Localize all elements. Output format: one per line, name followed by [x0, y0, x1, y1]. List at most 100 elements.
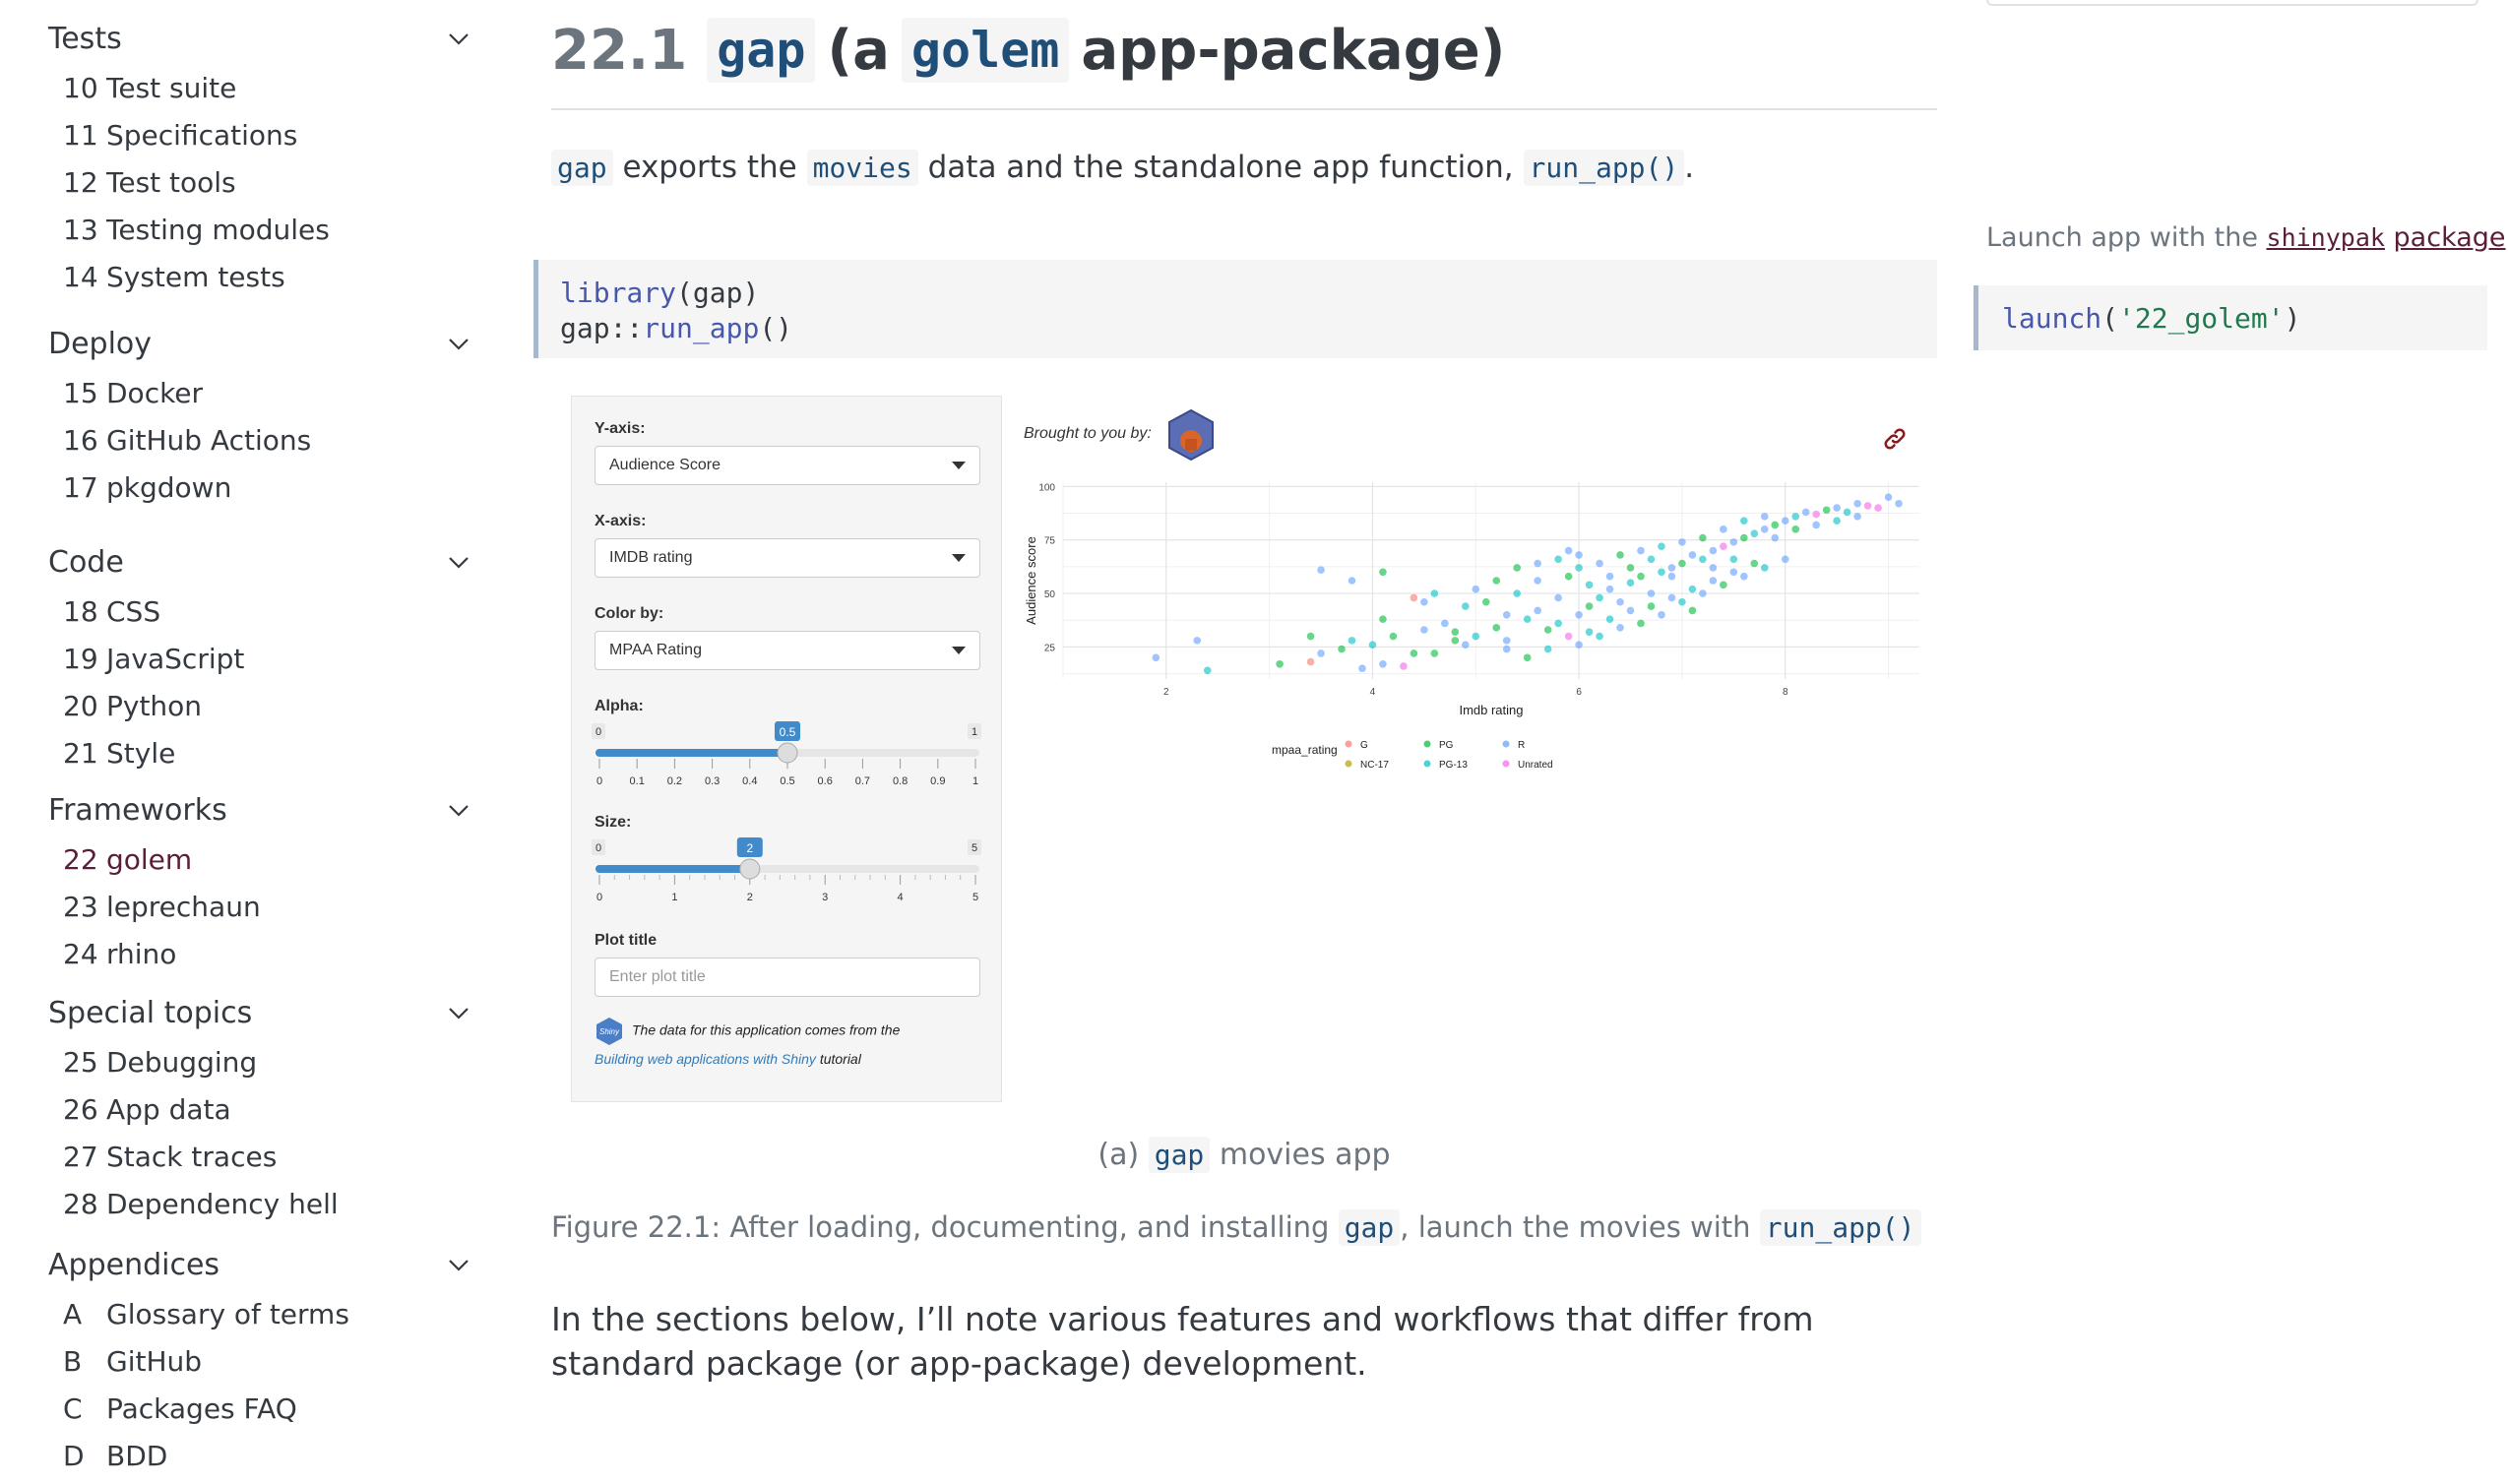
sidebar-item-specifications[interactable]: 11 Specifications [63, 112, 297, 157]
data-point [1658, 610, 1665, 619]
data-point [1781, 555, 1789, 564]
alpha-min-badge [592, 723, 605, 739]
chevron-down-icon[interactable] [446, 1000, 471, 1025]
data-point [1812, 521, 1820, 529]
sidebar-section-tests[interactable]: Tests [48, 14, 471, 63]
sidebar-item-bdd[interactable]: D BDD [63, 1433, 167, 1478]
chevron-down-icon[interactable] [446, 549, 471, 575]
sidebar-item-system-tests[interactable]: 14 System tests [63, 254, 285, 299]
package-link[interactable]: package [2393, 222, 2506, 253]
sidebar-item-docker[interactable]: 15 Docker [63, 370, 203, 415]
data-point [1575, 610, 1583, 619]
alpha-tick-label: 0.3 [705, 775, 720, 787]
alpha-handle[interactable] [777, 742, 798, 764]
data-point [1523, 615, 1532, 623]
sidebar-item-css[interactable]: 18 CSS [63, 588, 160, 634]
sidebar-item-github-actions[interactable]: 16 GitHub Actions [63, 417, 311, 463]
sidebar-item-stack-traces[interactable]: 27 Stack traces [63, 1134, 277, 1179]
alpha-fill [596, 749, 787, 757]
sidebar-item-github[interactable]: B GitHub [63, 1338, 202, 1384]
sidebar-item-python[interactable]: 20 Python [63, 683, 202, 728]
size-handle[interactable] [739, 858, 761, 880]
color-select[interactable]: MPAA Rating [595, 631, 980, 670]
data-point [1616, 624, 1624, 632]
subfigure-caption: (a) gap movies app [551, 1137, 1937, 1173]
sidebar-item-label: App data [106, 1092, 231, 1126]
sidebar-item-number: 25 [63, 1045, 98, 1079]
size-slider[interactable]: 0 5 2 0 1 2 3 4 5 [590, 835, 989, 904]
sidebar-item-pkgdown[interactable]: 17 pkgdown [63, 464, 231, 510]
sidebar-item-number: 10 [63, 71, 98, 104]
chevron-down-icon[interactable] [446, 331, 471, 356]
data-point [1895, 499, 1903, 508]
chevron-down-icon[interactable] [446, 26, 471, 51]
data-point [1534, 559, 1541, 568]
tutorial-link[interactable]: Building web applications with Shiny [595, 1051, 816, 1067]
sidebar-item-app-data[interactable]: 26 App data [63, 1086, 231, 1132]
data-point [1338, 645, 1346, 653]
sidebar-item-packages-faq[interactable]: C Packages FAQ [63, 1386, 297, 1431]
code-block[interactable]: library(gap) gap::run_app() [533, 260, 1937, 358]
x-tick-label: 6 [1576, 687, 1582, 698]
data-point [1575, 641, 1583, 649]
yaxis-select[interactable]: Audience Score [595, 446, 980, 485]
legend-swatch [1345, 740, 1352, 748]
sidebar-item-testing-modules[interactable]: 13 Testing modules [63, 207, 330, 252]
sidebar-section-appendices[interactable]: Appendices [48, 1240, 471, 1289]
legend-item-label: Unrated [1518, 760, 1553, 771]
inline-code: movies [806, 150, 918, 186]
sidebar-item-javascript[interactable]: 19 JavaScript [63, 636, 244, 681]
data-point [1451, 637, 1460, 645]
chevron-down-icon[interactable] [446, 797, 471, 823]
sidebar-item-glossary-of-terms[interactable]: A Glossary of terms [63, 1291, 349, 1336]
sidebar-item-label: leprechaun [106, 890, 261, 923]
sidebar-item-style[interactable]: 21 Style [63, 730, 175, 775]
sidebar-item-label: Test suite [106, 71, 237, 104]
sidebar-section-label: Deploy [48, 326, 153, 361]
sidebar-section-code[interactable]: Code [48, 537, 471, 587]
sidebar-section-deploy[interactable]: Deploy [48, 319, 471, 368]
alpha-value-label: 0.5 [780, 725, 796, 739]
alpha-max-badge [968, 723, 981, 739]
data-point [1658, 568, 1665, 577]
search-box-edge[interactable] [1986, 0, 2478, 6]
intro-text: . [1684, 150, 1695, 185]
legend-item-label: PG-13 [1439, 760, 1468, 771]
data-point [1667, 572, 1676, 581]
data-point [1368, 641, 1377, 649]
sidebar-item-test-suite[interactable]: 10 Test suite [63, 65, 236, 110]
chevron-down-icon[interactable] [446, 1252, 471, 1277]
data-point [1822, 506, 1831, 515]
sidebar-item-rhino[interactable]: 24 rhino [63, 931, 176, 976]
sidebar-section-special-topics[interactable]: Special topics [48, 988, 471, 1037]
sidebar-item-dependency-hell[interactable]: 28 Dependency hell [63, 1181, 339, 1226]
sidebar-item-label: JavaScript [106, 642, 245, 675]
x-axis-label: Imdb rating [1459, 703, 1523, 717]
sidebar-item-label: BDD [106, 1439, 168, 1472]
margin-column: Launch app with the shinypak package: la… [1974, 0, 2508, 590]
data-point [1616, 597, 1624, 606]
xaxis-select[interactable]: IMDB rating [595, 538, 980, 578]
sidebar-section-frameworks[interactable]: Frameworks [48, 785, 471, 835]
legend-item-label: R [1518, 740, 1525, 751]
scatter-plot: 2 4 6 8 25 50 75 100 Imdb rating Audience score mp… [1024, 482, 1919, 771]
app-screenshot: Y-axis: Audience Score X-axis: IMDB rati… [561, 394, 1939, 1102]
shinypak-link[interactable]: shinypak [2266, 223, 2385, 252]
margin-code-block[interactable]: launch('22_golem') [1974, 285, 2487, 350]
alpha-tick-label: 0.9 [930, 775, 945, 787]
alpha-slider[interactable]: 0 1 0.5 0 0.1 0.2 0.3 0.4 0.5 0.6 0.7 0.8 0.9 1 [590, 719, 989, 788]
sidebar-item-debugging[interactable]: 25 Debugging [63, 1039, 257, 1084]
data-point [1596, 559, 1603, 568]
data-point [1771, 521, 1780, 529]
sidebar-item-golem[interactable]: 22 golem [63, 836, 192, 882]
code-fn: run_app [643, 312, 760, 344]
data-point [1812, 510, 1820, 519]
sidebar-item-leprechaun[interactable]: 23 leprechaun [63, 884, 261, 929]
plot-title-input[interactable]: Enter plot title [595, 958, 980, 997]
link-icon[interactable] [1883, 427, 1907, 451]
data-point [1492, 624, 1501, 632]
sidebar-item-test-tools[interactable]: 12 Test tools [63, 159, 236, 205]
sidebar-item-number: 17 [63, 470, 98, 504]
data-point [1564, 572, 1573, 581]
note-text: tutorial [819, 1051, 861, 1067]
